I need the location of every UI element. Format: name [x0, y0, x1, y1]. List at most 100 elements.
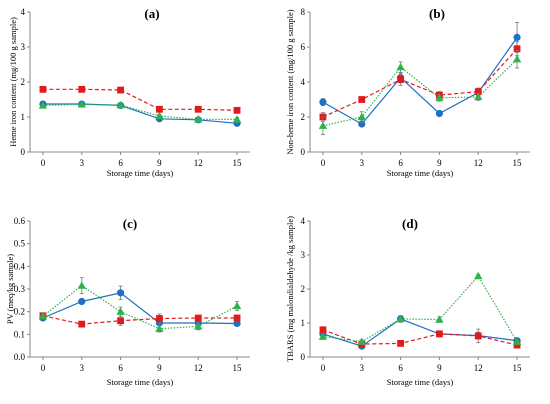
series-line [322, 275, 518, 343]
series-line [42, 292, 238, 325]
data-point [77, 281, 86, 289]
x-tick-label: 0 [41, 158, 46, 168]
data-point [117, 86, 124, 94]
chart-title: (d) [402, 216, 418, 231]
data-point [358, 96, 366, 103]
x-tick-label: 15 [513, 363, 523, 373]
data-point [474, 271, 483, 280]
data-point [513, 341, 521, 349]
y-tick-label: 2 [301, 112, 306, 122]
x-tick-label: 3 [80, 158, 85, 168]
data-point [436, 330, 443, 338]
x-tick-label: 15 [513, 158, 523, 168]
x-tick-label: 15 [233, 158, 243, 168]
data-point [318, 332, 328, 340]
data-point [512, 337, 522, 345]
x-tick-label: 3 [360, 363, 365, 373]
y-tick-label: 0.0 [14, 352, 26, 362]
x-tick-label: 0 [321, 158, 326, 168]
series-line [42, 88, 238, 111]
x-tick-label: 9 [157, 158, 162, 168]
y-tick-label: 0.2 [14, 307, 25, 317]
x-tick-label: 3 [360, 158, 365, 168]
x-tick-label: 9 [437, 158, 442, 168]
data-point [156, 105, 163, 113]
series-2 [319, 41, 521, 122]
x-tick-label: 0 [41, 363, 46, 373]
data-point [116, 307, 125, 315]
x-tick-label: 12 [194, 363, 203, 373]
x-tick-label: 6 [398, 363, 403, 373]
data-point [396, 62, 405, 71]
data-point [77, 100, 86, 108]
series-line [42, 103, 238, 124]
data-point [232, 301, 242, 310]
data-point [397, 75, 404, 83]
data-point [194, 105, 202, 113]
data-point [435, 315, 444, 323]
data-point [232, 115, 242, 123]
data-point [233, 314, 241, 322]
series-3 [318, 50, 522, 135]
y-tick-label: 4 [301, 77, 306, 87]
data-point [39, 85, 47, 93]
y-tick-label: 3 [301, 250, 306, 260]
y-tick-label: 2 [21, 77, 26, 87]
data-point [78, 85, 86, 93]
y-tick-label: 4 [21, 7, 26, 17]
chart-panel-3: 0.0 0.1 0.2 0.3 0.4 0.5 0.6 0 3 6 9 12 15 (c) Storage … [5, 216, 250, 387]
y-tick-label: 4 [301, 216, 306, 226]
data-point [194, 314, 202, 322]
data-point [396, 314, 405, 323]
y-tick-label: 6 [301, 42, 306, 52]
chart-title: (c) [123, 216, 137, 231]
x-tick-label: 12 [194, 158, 203, 168]
y-tick-label: 0 [21, 147, 26, 157]
data-point [513, 33, 521, 41]
y-tick-label: 0.4 [14, 261, 26, 271]
series-3 [38, 100, 242, 123]
y-tick-label: 0.3 [14, 284, 26, 294]
data-point [78, 320, 86, 328]
y-tick-label: 8 [301, 7, 306, 17]
x-axis-label: Storage time (days) [107, 377, 174, 387]
data-point [318, 121, 328, 129]
data-point [233, 319, 241, 328]
x-tick-label: 0 [321, 363, 326, 373]
x-axis-label: Storage time (days) [387, 168, 454, 178]
data-point [194, 322, 203, 330]
y-tick-label: 3 [21, 42, 26, 52]
y-axis-label: PV (meq/kg sample) [5, 254, 15, 324]
series-3 [318, 271, 522, 345]
series-1 [319, 315, 521, 350]
series-line [42, 284, 238, 330]
data-point [155, 324, 164, 332]
series-1 [319, 22, 521, 128]
y-axis-label: TBARS (mg malondialdehyde /kg sample) [285, 216, 295, 362]
y-tick-label: 0 [301, 352, 306, 362]
data-point [474, 332, 482, 340]
series-line [322, 37, 518, 125]
data-point [357, 337, 366, 345]
y-tick-label: 0 [301, 147, 306, 157]
data-point [319, 326, 327, 334]
y-axis-label: Non-heme iron content (mg/100 g sample) [285, 9, 295, 154]
data-point [474, 92, 483, 101]
x-axis-label: Storage time (days) [107, 168, 174, 178]
series-line [322, 58, 518, 127]
y-tick-label: 0.1 [14, 329, 25, 339]
x-tick-label: 15 [233, 363, 243, 373]
x-tick-label: 6 [118, 158, 123, 168]
data-point [319, 98, 327, 106]
data-point [435, 93, 444, 101]
series-2 [39, 85, 241, 114]
data-point [116, 289, 125, 297]
x-axis-label: Storage time (days) [387, 377, 454, 387]
x-tick-label: 6 [118, 363, 123, 373]
x-tick-label: 9 [437, 363, 442, 373]
y-tick-label: 1 [21, 112, 26, 122]
data-point [357, 112, 366, 121]
series-line [322, 48, 518, 118]
